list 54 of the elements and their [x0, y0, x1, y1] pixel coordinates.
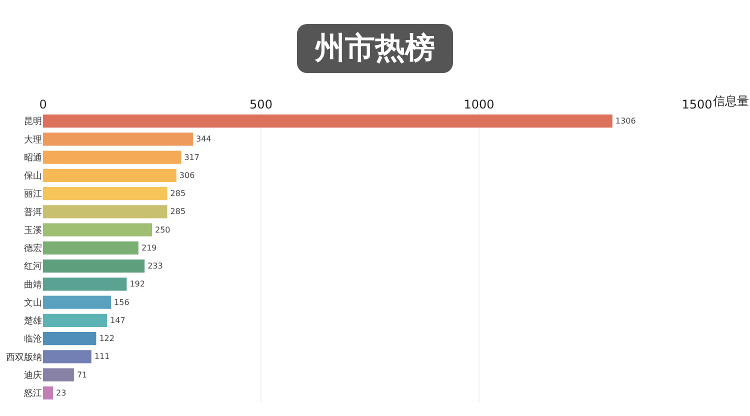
- x-tick-label: 1000: [464, 98, 494, 112]
- y-tick-label: 怒江: [23, 388, 42, 400]
- x-tick-label: 0: [39, 98, 47, 112]
- bar: [43, 114, 612, 128]
- x-tick-label: 1500: [682, 98, 712, 112]
- data-label: 147: [110, 316, 126, 325]
- data-label: 219: [141, 243, 157, 252]
- data-label: 233: [148, 262, 163, 271]
- y-tick-label: 曲靖: [24, 279, 42, 290]
- y-tick-label: 大理: [24, 134, 42, 146]
- data-label: 71: [76, 370, 88, 380]
- data-label: 285: [170, 189, 186, 198]
- y-tick-label: 昆明: [24, 116, 42, 128]
- bar: [43, 132, 193, 146]
- bar: [43, 278, 127, 291]
- y-tick-label: 临沧: [24, 334, 42, 345]
- bar: [43, 314, 108, 327]
- bar: [43, 350, 92, 364]
- y-tick-label: 丽江: [24, 188, 42, 200]
- data-label: 285: [170, 207, 186, 216]
- data-label: 23: [56, 388, 66, 398]
- data-label: 1306: [615, 116, 636, 126]
- data-label: 111: [94, 352, 110, 362]
- y-tick-label: 文山: [24, 297, 42, 308]
- y-tick-label: 红河: [24, 261, 42, 272]
- data-label: 122: [99, 334, 114, 344]
- bar: [43, 168, 176, 182]
- y-tick-label: 楚雄: [24, 316, 42, 327]
- data-label: 306: [179, 170, 195, 180]
- y-tick-label: 迪庆: [24, 370, 42, 381]
- y-tick-label: 西双版纳: [6, 352, 42, 363]
- bar: [43, 187, 168, 200]
- data-label: 317: [184, 152, 200, 162]
- y-tick-label: 昭通: [24, 152, 42, 164]
- bar: [43, 223, 152, 236]
- bar: [43, 386, 54, 400]
- data-label: 250: [155, 225, 170, 234]
- x-tick-label: 500: [250, 98, 272, 112]
- y-tick-label: 普洱: [24, 206, 42, 218]
- y-tick-label: 德宏: [24, 243, 42, 254]
- data-label: 156: [114, 298, 130, 307]
- bar: [43, 260, 145, 273]
- bar: [43, 368, 74, 382]
- bar: [43, 332, 96, 346]
- data-label: 344: [196, 134, 212, 144]
- y-tick-label: 保山: [24, 170, 42, 182]
- bar: [43, 296, 112, 309]
- bar: [43, 150, 182, 164]
- bar: [43, 205, 168, 218]
- bar: [43, 241, 138, 254]
- chart-title: 州市热榜: [297, 24, 453, 73]
- data-label: 192: [130, 280, 145, 289]
- y-tick-label: 玉溪: [24, 224, 42, 236]
- x-axis-title: 信息量: [713, 94, 749, 108]
